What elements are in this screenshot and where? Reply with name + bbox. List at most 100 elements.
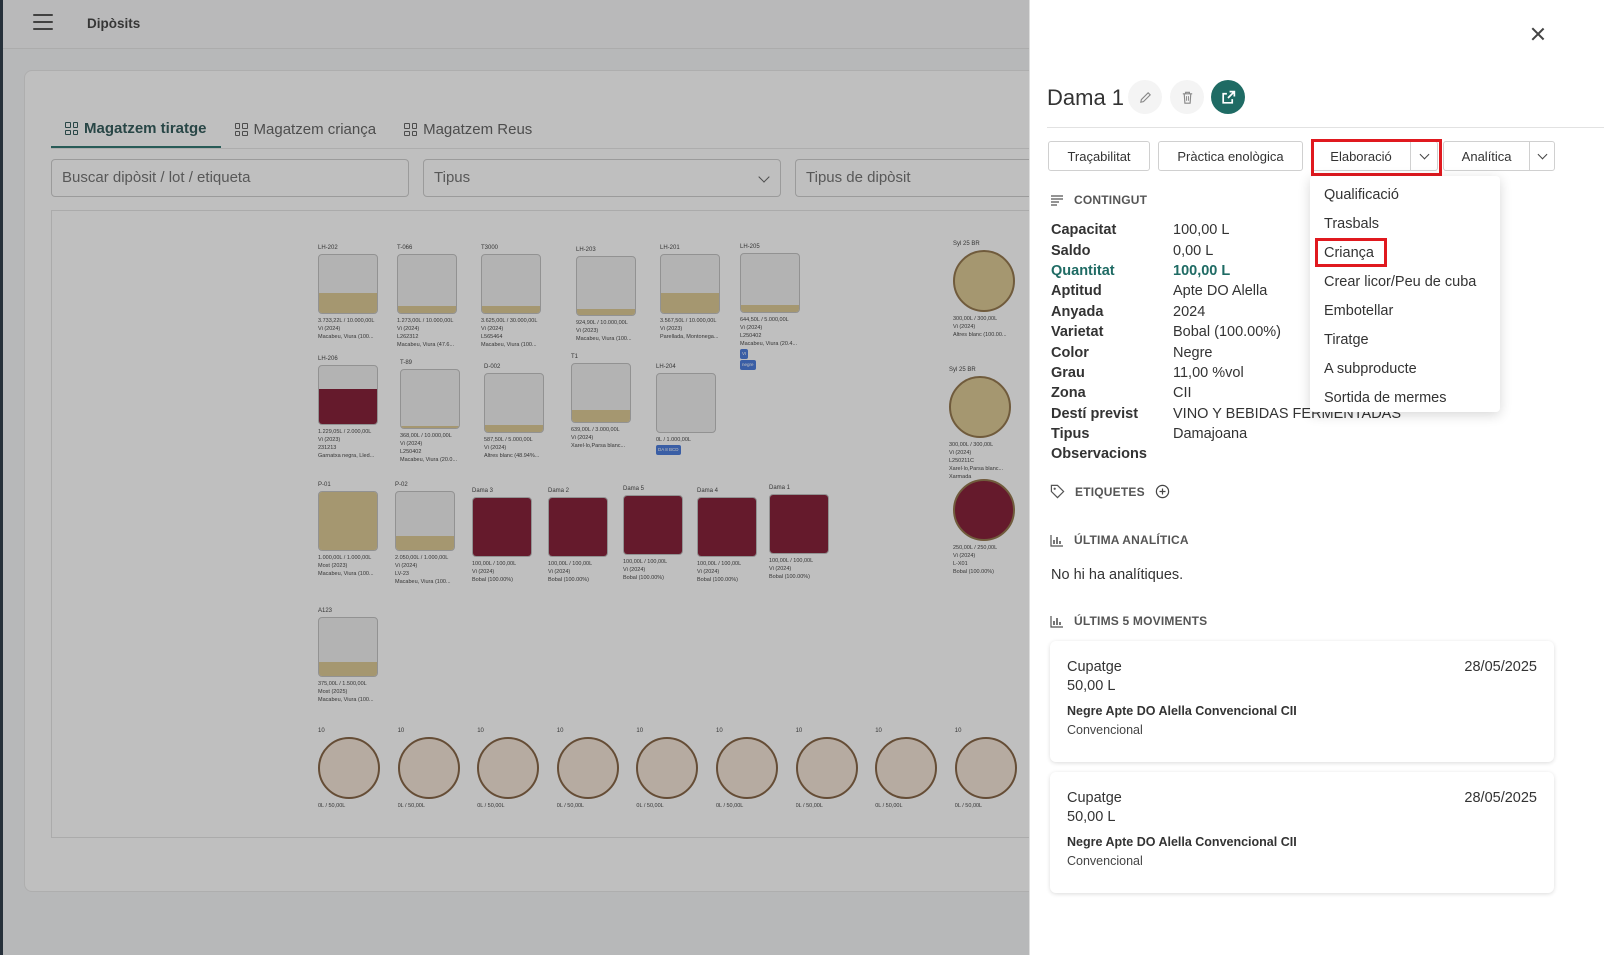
type-select[interactable]: Tipus: [423, 159, 781, 197]
tank-info: 3.733,22L / 10.000,00L Vi (2024) Macabeu, …: [318, 317, 380, 341]
movement-description: Negre Apte DO Alella Convencional CII: [1067, 704, 1297, 718]
tank-code: T-066: [397, 245, 413, 251]
barrel-code: 10: [477, 728, 484, 734]
trash-icon: [1182, 91, 1192, 104]
elaboration-dropdown-toggle[interactable]: [1410, 142, 1437, 170]
close-icon[interactable]: [1530, 26, 1546, 42]
barrel-body: [954, 737, 1017, 799]
barrel[interactable]: 10 0L / 50,00L: [556, 728, 621, 810]
tank[interactable]: T-89 368,00L / 10.000,00L Vi (2024) L250402…: [400, 360, 462, 464]
menu-item-qualificacio[interactable]: Qualificació: [1324, 186, 1399, 203]
property-value: 100,00 L: [1173, 262, 1231, 279]
tank-code: LH-202: [318, 245, 338, 251]
tank[interactable]: T1 639,00L / 3.000,00L Vi (2024) Xarel·lo,P…: [571, 354, 633, 450]
add-circle-icon[interactable]: [1155, 484, 1170, 499]
tank-code: Dama 3: [472, 488, 494, 494]
tank-tag: negre: [740, 360, 756, 370]
barrel-info: 0L / 50,00L: [636, 802, 700, 810]
tank[interactable]: LH-204 0L / 1.000,00L DA 8 BCD: [656, 364, 718, 455]
property-value: 11,00 %vol: [1173, 364, 1244, 381]
round-tank-info-line: L250211C: [949, 458, 974, 464]
tank-fill: [319, 292, 377, 313]
tank[interactable]: Dama 1 100,00L / 100,00L Vi (2024) Bobal (1…: [769, 485, 831, 581]
tank-info: 1.273,00L / 10.000,00L Vi (2024) L262312 Ma…: [397, 317, 459, 349]
edit-button[interactable]: [1128, 80, 1162, 114]
round-tank[interactable]: Syl 25 BR 300,00L / 300,00L Vi (2024) Altre…: [953, 241, 1017, 339]
menu-item-embotellar[interactable]: Embotellar: [1324, 302, 1394, 319]
tank-info: 1.229,05L / 2.000,00L Vi (2023) 231213 Garn…: [318, 428, 380, 460]
property-key: Observacions: [1051, 446, 1147, 463]
tank-fill: [319, 388, 377, 424]
tank[interactable]: T-066 1.273,00L / 10.000,00L Vi (2024) L262…: [397, 245, 459, 349]
grid-icon: [65, 122, 78, 135]
movement-card[interactable]: Cupatge 28/05/2025 50,00 L Negre Apte DO…: [1050, 641, 1554, 762]
modal-overlay[interactable]: [0, 0, 1029, 955]
delete-button[interactable]: [1170, 80, 1204, 114]
analytics-button[interactable]: Analítica: [1461, 148, 1512, 164]
round-tank-info-line: 250,00L / 250,00L: [953, 545, 998, 551]
menu-item-sortida-mermes[interactable]: Sortida de mermes: [1324, 389, 1447, 406]
tank-info-line: Vi (2024): [548, 569, 571, 575]
round-tank[interactable]: Syl 25 BR 300,00L / 300,00L Vi (2024) L2502…: [949, 367, 1013, 481]
tank-level: [548, 497, 608, 557]
barrel-body: [318, 737, 380, 799]
barrel[interactable]: 10 0L / 50,00L: [875, 728, 939, 810]
tab-magatzem-crianca[interactable]: Magatzem criança: [221, 111, 391, 148]
property-key: Zona: [1051, 385, 1086, 402]
warehouse-card: Magatzem tiratge Magatzem criança Magatz…: [24, 70, 1125, 892]
tank-code: T3000: [481, 245, 499, 251]
movement-card[interactable]: Cupatge 28/05/2025 50,00 L Negre Apte DO…: [1050, 772, 1554, 893]
tank[interactable]: D-002 587,50L / 5.000,00L Vi (2024) Altres …: [484, 364, 546, 460]
barrel[interactable]: 10 0L / 50,00L: [795, 728, 860, 810]
menu-item-crianca[interactable]: Criança: [1310, 238, 1500, 267]
tank-code: D-002: [484, 364, 501, 370]
round-tank[interactable]: 250,00L / 250,00L Vi (2024) L-X01 Bobal (10…: [953, 470, 1017, 576]
tab-magatzem-reus[interactable]: Magatzem Reus: [390, 111, 546, 148]
menu-icon[interactable]: [33, 14, 53, 30]
open-external-button[interactable]: [1211, 80, 1245, 114]
text-lines-icon: [1051, 195, 1063, 206]
practice-button[interactable]: Pràctica enològica: [1158, 141, 1303, 171]
elaboration-button[interactable]: Elaboració: [1330, 148, 1392, 164]
tracability-button[interactable]: Traçabilitat: [1048, 141, 1150, 171]
property-value: Bobal (100.00%): [1173, 324, 1282, 341]
tank[interactable]: Dama 2 100,00L / 100,00L Vi (2024) Bobal (1…: [548, 488, 610, 584]
tank[interactable]: Dama 4 100,00L / 100,00L Vi (2024) Bobal (1…: [697, 488, 759, 584]
tank[interactable]: Dama 3 100,00L / 100,00L Vi (2024) Bobal (1…: [472, 488, 534, 584]
tank[interactable]: T3000 3.625,00L / 30.000,00L Vi (2024) L565…: [481, 245, 543, 349]
barrel-info-line: 0L / 50,00L: [397, 803, 425, 809]
tank-code: Dama 5: [623, 486, 645, 492]
barrel[interactable]: 10 0L / 50,00L: [636, 728, 700, 810]
movement-date: 28/05/2025: [1464, 659, 1537, 675]
menu-item-a-subproducte[interactable]: A subproducte: [1324, 360, 1417, 377]
tank-info: 100,00L / 100,00L Vi (2024) Bobal (100.00%…: [623, 558, 685, 582]
tank-info-line: Most (2023): [318, 563, 348, 569]
analytics-dropdown-toggle[interactable]: [1529, 142, 1554, 170]
tank[interactable]: P-02 2.050,00L / 1.000,00L Vi (2024) LV-23 M…: [395, 482, 457, 586]
tank[interactable]: A123 375,00L / 1.500,00L Most (2025) Macabe…: [318, 608, 380, 704]
barrel[interactable]: 10 0L / 50,00L: [318, 728, 382, 810]
property-key: Aptitud: [1051, 283, 1102, 300]
menu-item-trasbals[interactable]: Trasbals: [1324, 215, 1380, 232]
barrel[interactable]: 10 0L / 50,00L: [954, 728, 1019, 810]
tank[interactable]: LH-203 924,90L / 10.000,00L Vi (2023) Macab…: [576, 247, 638, 343]
tank[interactable]: LH-201 3.567,50L / 10.000,00L Vi (2023) Par…: [660, 245, 722, 341]
tank[interactable]: LH-206 1.229,05L / 2.000,00L Vi (2023) 2312…: [318, 356, 380, 460]
menu-item-crear-licor[interactable]: Crear licor/Peu de cuba: [1324, 273, 1477, 290]
tank-info: 3.567,50L / 10.000,00L Vi (2023) Parellada…: [660, 317, 722, 341]
tank-code: LH-205: [740, 244, 760, 250]
tank-level: [740, 253, 800, 313]
search-input[interactable]: Buscar dipòsit / lot / etiqueta: [51, 159, 409, 197]
barrel[interactable]: 10 0L / 50,00L: [477, 728, 541, 810]
barrel[interactable]: 10 0L / 50,00L: [716, 728, 780, 810]
tank[interactable]: LH-205 644,50L / 5.000,00L Vi (2024) L25040…: [740, 244, 802, 370]
tab-magatzem-tiratge[interactable]: Magatzem tiratge: [51, 111, 221, 148]
tank[interactable]: LH-202 3.733,22L / 10.000,00L Vi (2024) Mac…: [318, 245, 380, 341]
tank[interactable]: P-01 1.000,00L / 1.000,00L Most (2023) Maca…: [318, 482, 380, 578]
barrel[interactable]: 10 0L / 50,00L: [397, 728, 462, 810]
round-tank-info-line: L-X01: [953, 561, 968, 567]
tank-fill: [770, 495, 828, 553]
app-title: Dipòsits: [87, 16, 141, 31]
menu-item-tiratge[interactable]: Tiratge: [1324, 331, 1369, 348]
tank[interactable]: Dama 5 100,00L / 100,00L Vi (2024) Bobal (1…: [623, 486, 685, 582]
